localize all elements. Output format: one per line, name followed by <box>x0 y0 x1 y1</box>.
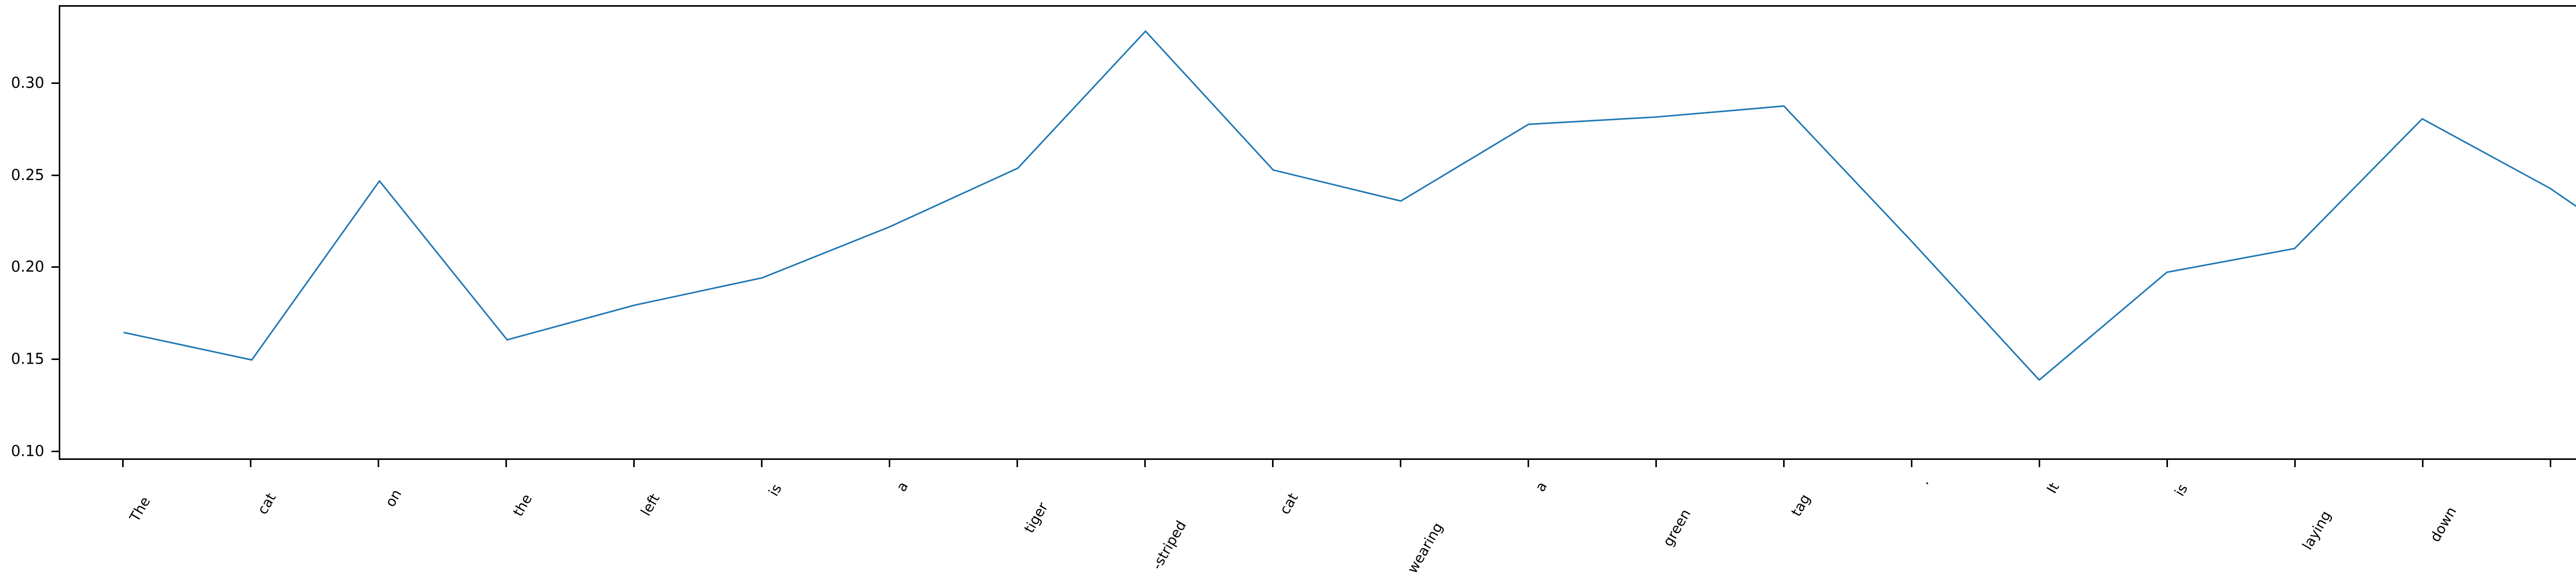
x-tick-label-text: tiger <box>1021 500 1052 536</box>
x-tick-label: tag <box>1788 472 1824 519</box>
x-tick-label-text: the <box>510 491 536 520</box>
x-tick-mark <box>2550 460 2552 467</box>
x-tick-mark <box>1272 460 1274 467</box>
x-tick-label-text: laying <box>2299 508 2334 553</box>
x-tick-mark <box>377 460 379 467</box>
x-tick-label-text: The <box>127 494 154 525</box>
y-tick-label: 0.15 <box>11 350 44 368</box>
y-tick-mark <box>52 358 59 360</box>
x-tick-label-text: left <box>638 491 664 519</box>
x-tick-mark <box>2422 460 2424 467</box>
x-tick-label-text: cat <box>255 490 280 518</box>
x-tick-mark <box>1016 460 1018 467</box>
x-tick-label: laying <box>2299 472 2354 553</box>
x-tick-label-text: is <box>2171 481 2191 499</box>
x-tick-label: It <box>2044 472 2066 496</box>
x-tick-mark <box>2294 460 2296 467</box>
x-tick-mark <box>505 460 507 467</box>
x-tick-mark <box>760 460 762 467</box>
x-tick-mark <box>1527 460 1529 467</box>
x-tick-mark <box>1655 460 1657 467</box>
x-tick-label: down <box>2427 472 2478 545</box>
x-tick-label: a <box>894 472 916 494</box>
x-tick-label: is <box>2172 472 2195 499</box>
x-tick-mark <box>122 460 124 467</box>
line-series-svg <box>123 30 2576 381</box>
x-tick-mark <box>1783 460 1785 467</box>
x-tick-label: the <box>510 472 546 519</box>
plot-axes-frame <box>59 5 2576 460</box>
x-tick-mark <box>888 460 890 467</box>
x-tick-label-text: green <box>1660 506 1694 550</box>
x-tick-label-text: comfortably <box>2555 544 2576 583</box>
x-tick-label-text: -striped <box>1149 518 1190 573</box>
y-tick-mark <box>52 174 59 176</box>
x-tick-label-text: cat <box>1277 490 1302 518</box>
x-tick-label: tiger <box>1022 472 1067 536</box>
x-tick-label: is <box>766 472 790 499</box>
x-tick-label-text: a <box>893 479 912 495</box>
x-tick-mark <box>1911 460 1913 467</box>
y-tick-label: 0.25 <box>11 166 44 184</box>
x-tick-label: left <box>638 472 673 519</box>
x-axis-ticks: The cat on the left is a tiger -striped cat wearin… <box>0 460 2576 583</box>
x-tick-mark <box>249 460 251 467</box>
x-tick-label-text: It <box>2043 480 2062 496</box>
y-axis-tick-labels: 0.10 0.15 0.20 0.25 0.30 <box>0 0 59 583</box>
x-tick-label: cat <box>255 472 289 517</box>
x-tick-mark <box>2039 460 2041 467</box>
x-tick-label: a <box>1533 472 1554 494</box>
x-tick-label: wearing <box>1405 472 1473 576</box>
x-tick-mark <box>1399 460 1401 467</box>
x-tick-label: cat <box>1277 472 1311 517</box>
y-tick-mark <box>52 450 59 452</box>
x-tick-label-text: on <box>382 487 405 510</box>
x-tick-label-text: is <box>766 481 786 499</box>
y-tick-label: 0.20 <box>11 258 44 276</box>
x-tick-mark <box>2166 460 2168 467</box>
x-tick-label-text: a <box>1532 479 1551 495</box>
y-tick-label: 0.30 <box>11 74 44 92</box>
x-tick-label-text: down <box>2427 504 2460 545</box>
y-tick-mark <box>52 82 59 84</box>
x-tick-label-text: tag <box>1788 491 1814 520</box>
y-tick-label: 0.10 <box>11 442 44 459</box>
data-line <box>123 30 2576 381</box>
x-tick-label: -striped <box>1149 472 1215 572</box>
x-tick-label: The <box>127 472 165 524</box>
x-tick-label-text: wearing <box>1404 520 1447 576</box>
x-tick-mark <box>1144 460 1146 467</box>
x-tick-label: on <box>382 472 413 510</box>
x-tick-mark <box>633 460 635 467</box>
y-tick-mark <box>52 266 59 268</box>
x-tick-label: green <box>1660 472 1713 550</box>
x-tick-label: . <box>1916 472 1934 487</box>
x-tick-label-text: . <box>1916 475 1932 488</box>
